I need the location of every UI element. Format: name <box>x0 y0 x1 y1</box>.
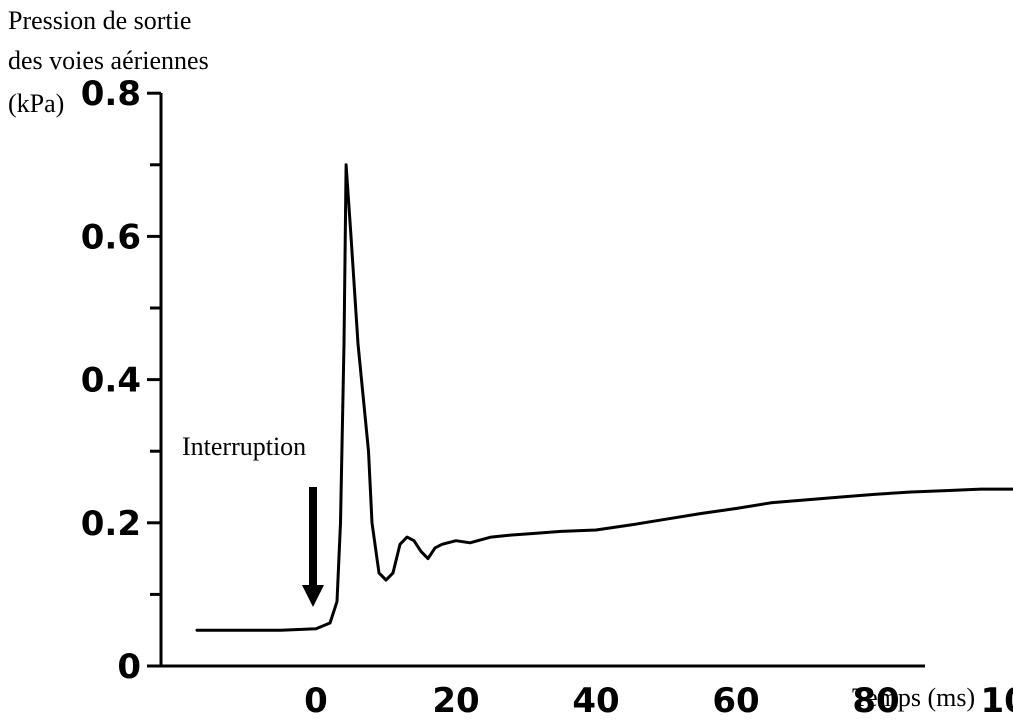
y-tick-label: 0.6 <box>81 217 141 257</box>
interruption-arrow-icon <box>302 487 324 607</box>
y-tick-label: 0.4 <box>81 361 141 401</box>
x-tick-label: 60 <box>712 681 759 721</box>
y-tick-label: 0.2 <box>81 504 141 544</box>
ylabel-line-1: Pression de sortie <box>8 6 191 35</box>
y-tick-label: 0 <box>117 647 141 687</box>
ylabel-line-3: (kPa) <box>8 89 64 118</box>
x-tick-label: 80 <box>852 681 899 721</box>
xlabel: Temps (ms) <box>852 683 975 712</box>
y-ticks: 0 0.2 0.4 0.6 0.8 <box>81 74 161 687</box>
series-line-pressure <box>195 163 1013 632</box>
annotation-interruption: Interruption <box>182 432 306 461</box>
x-tick-label: 40 <box>572 681 619 721</box>
y-tick-label: 0.8 <box>81 74 141 114</box>
x-tick-label: 20 <box>432 681 479 721</box>
x-ticks: 0 20 40 60 80 100 <box>304 681 1013 721</box>
x-tick-label: 100 <box>981 681 1013 721</box>
ylabel-line-2: des voies aériennes <box>8 46 209 75</box>
x-tick-label: 0 <box>304 681 328 721</box>
